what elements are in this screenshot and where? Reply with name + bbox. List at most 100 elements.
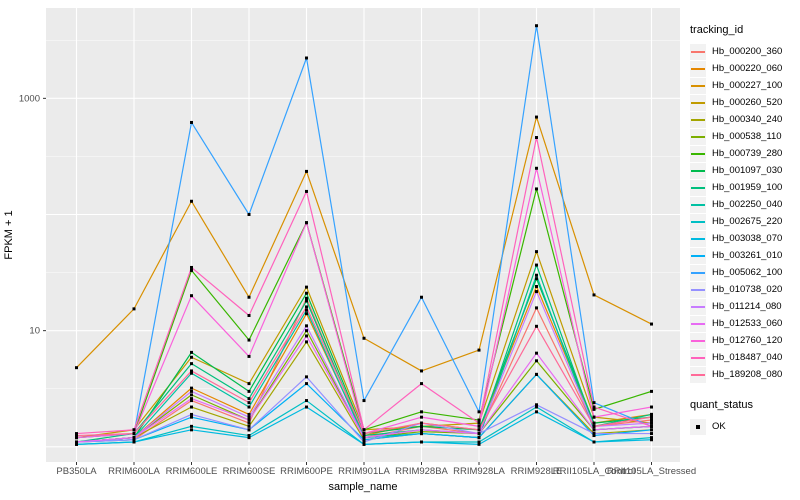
legend-item: Hb_189208_080 [690,366,798,383]
x-tick-label: RRII105LA_Stressed [607,466,696,477]
data-point [420,424,423,428]
data-point [247,397,251,401]
data-point [305,329,308,333]
data-point [305,334,308,338]
data-point [477,421,481,425]
data-point [247,418,251,422]
legend-line-swatch [690,111,706,128]
legend-item-label: Hb_005062_100 [712,267,783,278]
legend-item-label: Hb_012533_060 [712,318,783,329]
data-point [477,440,481,444]
data-point [305,296,308,300]
data-point [362,442,366,446]
data-point [592,424,596,428]
data-point [362,432,366,436]
data-point [305,382,308,386]
data-point [592,401,596,405]
data-point [650,322,653,326]
data-point [247,314,251,318]
legend-item: Hb_002250_040 [690,196,798,213]
data-point [190,268,193,272]
legend-line-swatch [690,213,706,230]
data-point [362,336,366,340]
x-tick-label: RRIM928LA [453,466,505,477]
data-point [535,115,538,119]
data-point [305,299,308,303]
data-point [650,389,653,393]
legend-item-label: Hb_002675_220 [712,216,783,227]
legend-item: Hb_000340_240 [690,111,798,128]
legend-item: Hb_000220_060 [690,60,798,77]
legend-item: Hb_000227_100 [690,77,798,94]
data-point [650,418,653,422]
legend-line-swatch [690,196,706,213]
data-point [190,294,193,298]
series-color-line-icon [691,237,705,240]
legend-item: Hb_018487_040 [690,349,798,366]
legend-item: Hb_005062_100 [690,264,798,281]
data-point [132,432,136,436]
data-point [132,428,136,432]
data-point [535,166,538,170]
data-point [190,362,193,366]
data-point [650,405,653,409]
data-point [75,366,78,370]
series-color-line-icon [691,356,705,359]
legend-item-label: Hb_189208_080 [712,369,783,380]
data-point [362,434,366,438]
data-point [305,56,308,60]
data-point [132,307,136,311]
data-point [190,350,193,354]
legend-item: Hb_003261_010 [690,247,798,264]
square-marker-icon [696,424,700,429]
legend-item: Hb_010738_020 [690,281,798,298]
data-point [132,440,136,444]
data-point [305,285,308,289]
legend-line-swatch [690,43,706,60]
data-point [190,397,193,401]
data-point [535,359,538,363]
data-point [420,295,423,299]
data-point [535,290,538,294]
legend-shape-entries: OK [690,418,798,435]
legend-item-label: Hb_018487_040 [712,352,783,363]
legend-item-label: Hb_000340_240 [712,114,783,125]
data-point [190,405,193,409]
legend-line-swatch [690,264,706,281]
data-point [247,354,251,358]
data-point [305,312,308,316]
legend-item-label: Hb_011214_080 [712,301,782,312]
legend-line-swatch [690,230,706,247]
data-point [190,369,193,373]
data-point [592,415,596,419]
x-tick-label: RRIM600PE [280,466,333,477]
data-point [75,440,78,444]
data-point [535,351,538,355]
data-point [535,263,538,267]
series-color-line-icon [691,67,705,70]
series-color-line-icon [691,169,705,172]
legend-line-swatch [690,349,706,366]
data-point [535,405,538,409]
data-point [420,430,423,434]
data-point [247,405,251,409]
data-point [247,412,251,416]
legend-line-swatch [690,315,706,332]
data-point [247,428,251,432]
data-point [247,436,251,440]
legend-line-swatch [690,162,706,179]
data-point [477,432,481,436]
series-color-line-icon [691,203,705,206]
data-point [190,120,193,124]
data-point [305,305,308,309]
data-point [75,442,78,446]
data-point [592,440,596,444]
data-point [420,369,423,373]
data-point [247,382,251,386]
data-point [420,432,423,436]
series-color-line-icon [691,186,705,189]
x-tick-label: RRIM928LE [511,466,563,477]
data-point [650,412,653,416]
data-point [650,424,653,428]
legend-item: OK [690,418,798,435]
